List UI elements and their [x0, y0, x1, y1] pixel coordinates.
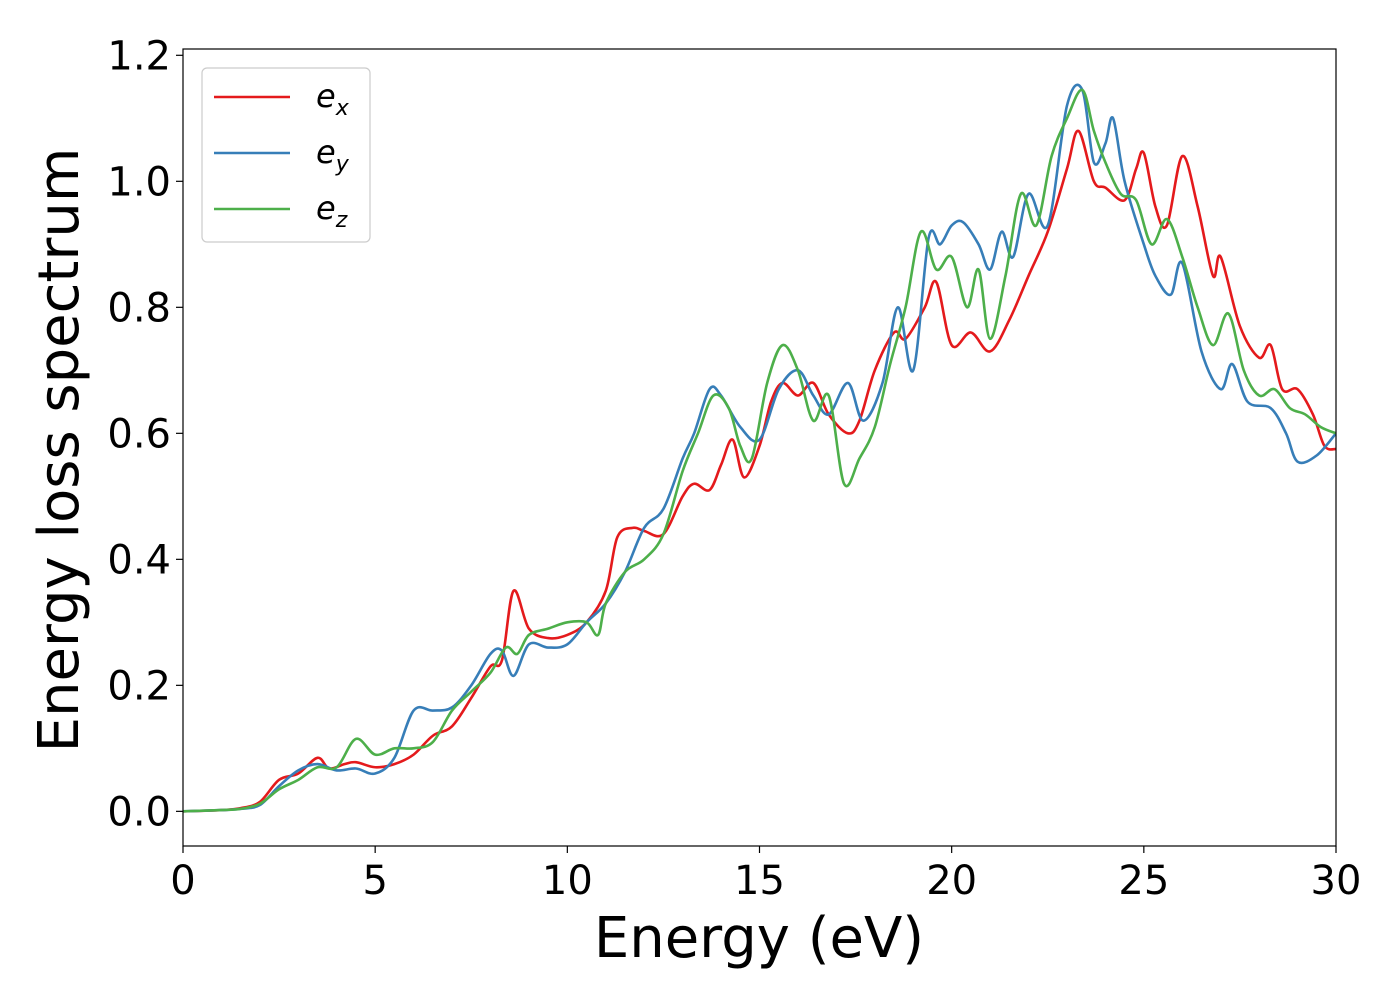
x-tick-label: 15: [734, 858, 785, 904]
x-tick-label: 5: [362, 858, 387, 904]
x-tick-label: 10: [542, 858, 593, 904]
x-tick-label: 25: [1118, 858, 1169, 904]
y-tick-label: 0.8: [107, 285, 171, 331]
x-axis-label: Energy (eV): [594, 906, 924, 971]
series-lines: [183, 83, 1336, 813]
y-tick-label: 0.2: [107, 663, 171, 709]
series-line-x: [183, 129, 1336, 813]
legend-box: [201, 67, 371, 243]
axes: 0 5 10 15 20 25 30 0.0 0.2 0.4 0.6 0.8 1.0 1.2: [107, 33, 1361, 904]
legend-subscript: x: [335, 96, 350, 121]
y-tick-label: 1.0: [107, 159, 171, 205]
x-tick-label: 0: [170, 858, 195, 904]
series-line-y: [183, 83, 1336, 813]
y-axis-label: Energy loss spectrum: [27, 148, 92, 753]
y-tick-label: 0.4: [107, 537, 171, 583]
legend-subscript: z: [335, 208, 348, 233]
x-tick-label: 20: [926, 858, 977, 904]
legend-subscript: y: [335, 152, 350, 177]
x-tick-label: 30: [1311, 858, 1362, 904]
y-tick-label: 1.2: [107, 33, 171, 79]
series-line-z: [183, 88, 1336, 813]
y-tick-label: 0.0: [107, 789, 171, 835]
y-tick-label: 0.6: [107, 411, 171, 457]
